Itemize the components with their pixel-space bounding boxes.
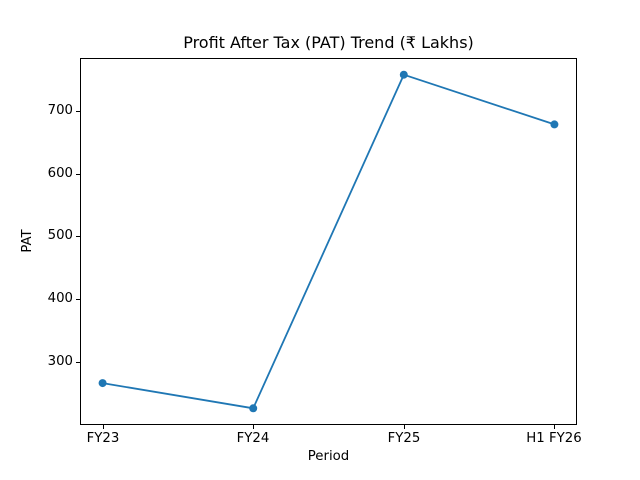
- x-tick-label: FY25: [387, 431, 421, 446]
- x-tick-mark: [554, 425, 555, 429]
- data-point-FY23: [98, 379, 107, 388]
- chart-title: Profit After Tax (PAT) Trend (₹ Lakhs): [183, 33, 474, 52]
- x-tick-label: FY23: [86, 431, 120, 446]
- x-tick-mark: [404, 425, 405, 429]
- data-point-H1 FY26: [550, 120, 559, 129]
- x-tick-label: FY24: [236, 431, 270, 446]
- data-point-FY25: [399, 70, 408, 79]
- y-tick-label: 600: [47, 166, 73, 181]
- y-tick-mark: [76, 362, 80, 363]
- y-tick-mark: [76, 299, 80, 300]
- x-axis-label: Period: [307, 449, 350, 464]
- y-tick-mark: [76, 236, 80, 237]
- x-tick-mark: [103, 425, 104, 429]
- y-tick-label: 500: [47, 228, 73, 243]
- trend-line: [102, 73, 555, 410]
- y-tick-mark: [76, 111, 80, 112]
- y-tick-label: 400: [47, 291, 73, 306]
- pat-line-series: [98, 70, 559, 413]
- y-tick-mark: [76, 174, 80, 175]
- data-point-FY24: [249, 404, 258, 413]
- x-tick-mark: [253, 425, 254, 429]
- y-tick-label: 300: [47, 354, 73, 369]
- y-tick-label: 700: [47, 103, 73, 118]
- x-tick-label: H1 FY26: [526, 431, 582, 446]
